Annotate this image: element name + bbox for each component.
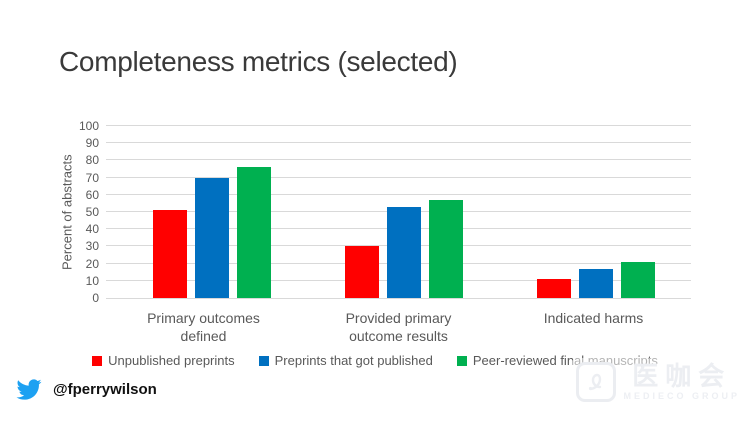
y-tick-label: 70 — [85, 170, 99, 185]
legend-label: Preprints that got published — [274, 353, 433, 368]
footer: @fperrywilson — [14, 377, 157, 402]
bar-groups — [106, 126, 691, 298]
category-label: Provided primary outcome results — [345, 310, 452, 345]
legend-item-unpublished-preprints: Unpublished preprints — [92, 353, 235, 368]
y-tick-label: 10 — [85, 273, 99, 288]
y-axis-ticks: 0 10 20 30 40 50 60 70 80 90 100 — [76, 120, 106, 304]
y-tick-label: 0 — [92, 291, 99, 305]
bar-preprints-that-got-published — [579, 268, 613, 298]
bar-unpublished-preprints — [153, 210, 187, 298]
gridline — [106, 125, 691, 126]
legend-label: Peer-reviewed final manuscripts — [472, 353, 658, 368]
twitter-bird-icon — [14, 377, 44, 402]
legend-label: Unpublished preprints — [108, 353, 235, 368]
legend-swatch-icon — [456, 355, 467, 366]
y-tick-label: 80 — [85, 153, 99, 168]
bar-preprints-that-got-published — [195, 177, 229, 298]
gridline — [106, 159, 691, 161]
bar-unpublished-preprints — [345, 246, 379, 298]
y-tick-label: 100 — [78, 119, 99, 133]
bar-chart: Percent of abstracts 0 10 20 30 40 50 60 70 80 90… — [58, 120, 691, 345]
watermark-subtext: MEDIECO GROUP — [623, 390, 740, 401]
plot-area — [106, 125, 691, 299]
category-label: Primary outcomes defined — [147, 310, 260, 345]
y-tick-label: 90 — [85, 136, 99, 151]
y-tick-label: 40 — [85, 222, 99, 237]
y-axis-title: Percent of abstracts — [59, 154, 75, 270]
bar-preprints-that-got-published — [387, 206, 421, 298]
page-title: Completeness metrics (selected) — [59, 46, 458, 77]
y-tick-label: 60 — [85, 187, 99, 202]
category-label: Indicated harms — [543, 310, 644, 326]
watermark-logo-icon — [576, 362, 617, 402]
y-tick-label: 20 — [85, 256, 99, 271]
bar-group-indicated-harms — [537, 126, 655, 298]
gridline — [106, 193, 691, 195]
category-labels: Primary outcomes defined Provided primary… — [106, 309, 691, 345]
gridline — [106, 142, 691, 144]
legend-item-preprints-that-got-published: Preprints that got published — [258, 353, 433, 368]
legend-swatch-icon — [258, 355, 269, 366]
y-tick-label: 30 — [85, 239, 99, 254]
bar-group-provided-primary-outcome-results — [345, 126, 463, 298]
bar-peer-reviewed-final-manuscripts — [621, 261, 655, 298]
legend-swatch-icon — [92, 355, 103, 366]
legend-item-peer-reviewed-final-manuscripts: Peer-reviewed final manuscripts — [456, 353, 658, 368]
y-tick-label: 50 — [85, 205, 99, 219]
gridline — [106, 176, 691, 178]
bar-peer-reviewed-final-manuscripts — [237, 167, 271, 298]
chart-legend: Unpublished preprints Preprints that got … — [0, 353, 750, 368]
twitter-handle: @fperrywilson — [53, 381, 157, 398]
bar-peer-reviewed-final-manuscripts — [429, 199, 463, 298]
bar-unpublished-preprints — [537, 279, 571, 298]
bar-group-primary-outcomes-defined — [153, 126, 271, 298]
